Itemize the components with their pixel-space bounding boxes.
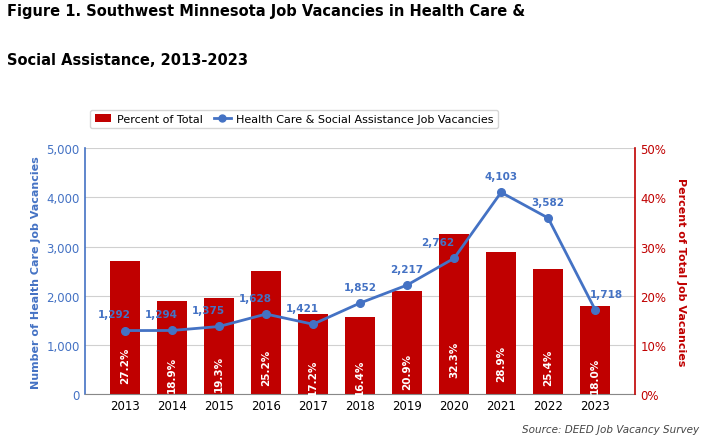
Text: 25.4%: 25.4% xyxy=(543,349,553,385)
Text: 1,718: 1,718 xyxy=(590,289,623,299)
Text: Figure 1. Southwest Minnesota Job Vacancies in Health Care &: Figure 1. Southwest Minnesota Job Vacanc… xyxy=(7,4,525,19)
Bar xyxy=(486,252,516,394)
Text: 18.9%: 18.9% xyxy=(167,356,177,392)
Text: 1,852: 1,852 xyxy=(344,282,376,292)
Bar xyxy=(439,235,469,394)
Bar xyxy=(157,301,187,394)
Text: 2,762: 2,762 xyxy=(421,238,454,247)
Text: 16.4%: 16.4% xyxy=(355,359,365,396)
Text: 1,292: 1,292 xyxy=(97,310,131,320)
Text: 18.0%: 18.0% xyxy=(590,357,600,393)
Text: 3,582: 3,582 xyxy=(532,198,565,208)
Text: Source: DEED Job Vacancy Survey: Source: DEED Job Vacancy Survey xyxy=(522,424,699,434)
Text: 32.3%: 32.3% xyxy=(449,341,459,377)
Bar xyxy=(533,269,563,394)
Text: 1,421: 1,421 xyxy=(285,304,318,314)
Text: 27.2%: 27.2% xyxy=(120,347,130,383)
Text: 1,375: 1,375 xyxy=(191,306,225,316)
Text: 25.2%: 25.2% xyxy=(261,349,271,385)
Text: 1,294: 1,294 xyxy=(145,310,177,320)
Bar xyxy=(251,272,281,394)
Y-axis label: Number of Health Care Job Vacancies: Number of Health Care Job Vacancies xyxy=(31,155,41,388)
Text: 20.9%: 20.9% xyxy=(402,353,412,389)
Legend: Percent of Total, Health Care & Social Assistance Job Vacancies: Percent of Total, Health Care & Social A… xyxy=(90,110,498,129)
Text: 2,217: 2,217 xyxy=(390,265,424,274)
Text: 17.2%: 17.2% xyxy=(308,359,318,395)
Bar xyxy=(580,306,611,394)
Bar xyxy=(298,314,328,394)
Text: 28.9%: 28.9% xyxy=(496,345,506,381)
Bar xyxy=(345,317,376,394)
Bar xyxy=(392,291,422,394)
Text: 19.3%: 19.3% xyxy=(214,355,224,391)
Text: 1,628: 1,628 xyxy=(239,293,271,303)
Y-axis label: Percent of Total Job Vacancies: Percent of Total Job Vacancies xyxy=(676,177,686,366)
Bar xyxy=(204,299,234,394)
Text: 4,103: 4,103 xyxy=(484,172,517,182)
Text: Social Assistance, 2013-2023: Social Assistance, 2013-2023 xyxy=(7,53,248,67)
Bar xyxy=(109,262,140,394)
